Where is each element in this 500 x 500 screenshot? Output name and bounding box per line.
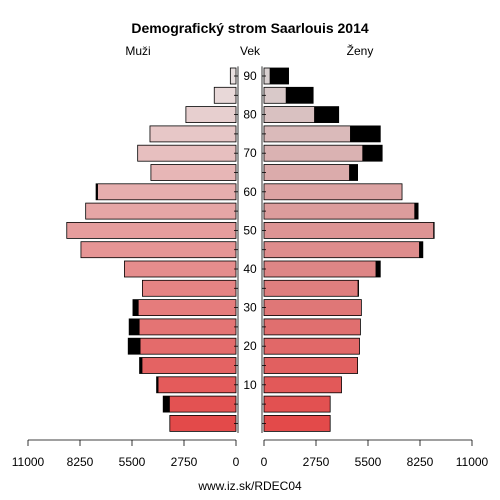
female-bar [263, 337, 360, 355]
age-tick-label: 80 [243, 108, 257, 122]
x-tick-label-right: 8250 [407, 455, 434, 469]
x-tick-label-left: 0 [233, 455, 240, 469]
male-bar [141, 279, 237, 297]
age-tick-label: 50 [243, 223, 257, 237]
female-excess-bar [433, 222, 435, 239]
male-bar [132, 299, 237, 317]
male-bar [137, 144, 237, 162]
left-label: Muži [125, 44, 150, 58]
x-tick-label-right: 11000 [456, 455, 489, 469]
female-bar [263, 164, 358, 181]
male-bar [127, 337, 237, 355]
chart-title: Demografický strom Saarlouis 2014 [131, 20, 369, 36]
male-bar [66, 221, 237, 239]
female-excess-bar [285, 87, 314, 104]
age-tick-label: 30 [243, 301, 257, 315]
male-excess-bar [163, 396, 170, 413]
male-bar [128, 318, 237, 336]
female-bar [263, 202, 419, 220]
age-tick-label: 40 [243, 262, 257, 276]
x-tick-label-left: 2750 [171, 455, 198, 469]
x-tick-label-left: 5500 [119, 455, 146, 469]
female-excess-bar [362, 145, 383, 162]
male-excess-bar [128, 338, 141, 355]
female-excess-bar [350, 125, 381, 142]
male-bar [213, 86, 237, 104]
male-bar [80, 241, 237, 259]
male-bar [85, 202, 237, 220]
female-excess-bar [357, 280, 359, 297]
male-bar [156, 376, 237, 394]
axes-group: 10 20 30 40 50 60 70 80 90 11000 8250 5500 2750 0 0 275… [12, 66, 489, 469]
female-bar [263, 279, 359, 297]
age-tick-label: 60 [243, 185, 257, 199]
male-bar [169, 414, 237, 432]
female-bar [263, 357, 358, 374]
female-excess-bar [414, 203, 419, 220]
male-excess-bar [132, 299, 139, 316]
female-bar [263, 241, 424, 259]
male-bar [95, 183, 237, 201]
female-excess-bar [349, 164, 358, 181]
age-tick-label: 10 [243, 378, 257, 392]
female-excess-bar [419, 241, 423, 258]
right-label: Ženy [347, 43, 374, 58]
male-bar [162, 395, 237, 413]
center-label: Vek [240, 44, 261, 58]
male-bar [124, 260, 237, 278]
female-excess-bar [314, 106, 339, 123]
female-bar [263, 260, 381, 278]
bars-group [66, 67, 435, 432]
age-tick-label: 20 [243, 339, 257, 353]
female-bar [263, 183, 403, 201]
x-tick-label-left: 8250 [67, 455, 94, 469]
x-tick-label-left: 11000 [12, 455, 45, 469]
female-bar [263, 221, 435, 239]
x-tick-label-right: 2750 [303, 455, 330, 469]
footer-text: www.iz.sk/RDEC04 [197, 479, 302, 493]
male-excess-bar [139, 357, 143, 374]
x-tick-label-right: 0 [261, 455, 268, 469]
male-excess-bar [156, 376, 159, 393]
male-bar [139, 357, 237, 374]
age-tick-label: 90 [243, 69, 257, 83]
female-bar [263, 318, 361, 336]
male-bar [149, 125, 237, 143]
female-bar [263, 395, 331, 413]
male-excess-bar [96, 183, 98, 200]
female-bar [263, 376, 342, 394]
female-bar [263, 299, 362, 317]
female-excess-bar [375, 261, 381, 277]
male-bar [150, 164, 237, 181]
male-bar [185, 106, 237, 123]
female-excess-bar [269, 68, 289, 84]
female-bar [263, 414, 331, 432]
male-excess-bar [129, 318, 140, 335]
age-tick-label: 70 [243, 146, 257, 160]
x-tick-label-right: 5500 [355, 455, 382, 469]
